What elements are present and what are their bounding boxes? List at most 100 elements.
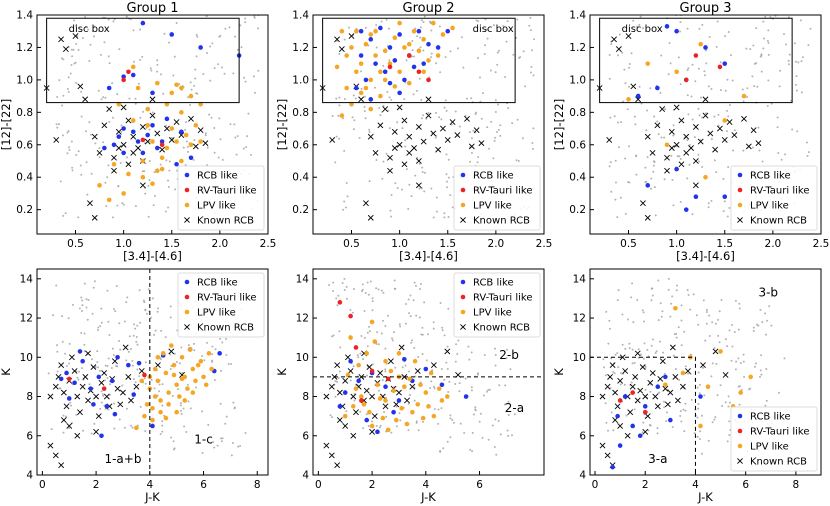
background-point xyxy=(690,95,693,98)
background-point xyxy=(628,181,631,184)
background-point xyxy=(707,439,710,442)
background-point xyxy=(186,145,189,148)
plot-area xyxy=(47,280,247,469)
background-point xyxy=(361,288,364,291)
background-point xyxy=(645,129,648,132)
background-point xyxy=(688,163,691,166)
background-point xyxy=(671,295,674,298)
background-point xyxy=(371,420,374,423)
known-rcb-point xyxy=(115,145,122,151)
background-point xyxy=(387,314,390,317)
lpv-like-point xyxy=(359,394,364,399)
lpv-like-point xyxy=(334,64,340,70)
known-rcb-point xyxy=(52,452,59,459)
background-point xyxy=(787,16,790,19)
background-point xyxy=(65,365,68,368)
background-point xyxy=(646,156,649,159)
known-rcb-point xyxy=(741,115,747,122)
background-point xyxy=(443,334,446,337)
background-point xyxy=(239,445,242,448)
background-point xyxy=(353,119,356,122)
background-point xyxy=(768,305,771,308)
background-point xyxy=(753,365,756,368)
background-point xyxy=(230,454,233,457)
background-point xyxy=(240,46,243,49)
lpv-like-point xyxy=(198,358,204,364)
background-point xyxy=(756,85,759,88)
background-point xyxy=(728,420,731,423)
background-point xyxy=(612,370,615,373)
known-rcb-point xyxy=(632,373,639,380)
background-point xyxy=(204,132,207,135)
background-point xyxy=(136,324,139,327)
background-point xyxy=(623,383,626,386)
rv-tauri-like-point xyxy=(140,137,146,143)
rcb-like-point xyxy=(635,93,641,99)
axes-frame xyxy=(589,14,822,235)
background-point xyxy=(621,343,624,346)
background-point xyxy=(368,131,371,134)
background-point xyxy=(650,187,653,190)
background-point xyxy=(446,180,449,183)
background-point xyxy=(194,68,197,71)
background-point xyxy=(489,69,492,72)
background-point xyxy=(165,159,168,162)
background-point xyxy=(449,417,452,420)
known-rcb-point xyxy=(154,130,161,137)
background-point xyxy=(753,85,756,88)
rcb-like-point xyxy=(150,123,155,128)
background-point xyxy=(659,91,662,94)
background-point xyxy=(705,49,708,52)
known-rcb-point xyxy=(406,133,413,140)
rcb-like-point xyxy=(354,85,359,91)
lpv-like-point xyxy=(406,80,412,86)
background-point xyxy=(470,389,473,392)
background-point xyxy=(382,160,385,163)
lpv-like-point xyxy=(152,366,158,372)
background-point xyxy=(117,185,120,188)
background-point xyxy=(56,370,59,373)
background-point xyxy=(492,157,495,160)
known-rcb-point xyxy=(674,397,681,404)
rcb-like-point xyxy=(155,145,160,151)
known-rcb-point xyxy=(712,146,719,153)
background-point xyxy=(68,342,71,345)
background-point xyxy=(77,150,80,153)
background-point xyxy=(529,16,532,19)
rcb-like-point xyxy=(102,145,107,151)
known-rcb-point xyxy=(72,33,79,40)
known-rcb-point xyxy=(464,115,470,122)
background-point xyxy=(230,363,233,366)
known-rcb-point xyxy=(353,409,359,416)
rcb-like-point xyxy=(397,32,402,37)
background-point xyxy=(733,129,736,132)
x-axis-label: J-K xyxy=(144,490,160,504)
background-point xyxy=(150,316,153,319)
background-point xyxy=(760,54,763,57)
rcb-like-point xyxy=(179,129,184,135)
known-rcb-point xyxy=(750,127,757,134)
rcb-like-point xyxy=(140,150,146,156)
background-point xyxy=(67,317,70,320)
background-point xyxy=(783,32,786,35)
background-point xyxy=(610,411,613,414)
legend-label: Known RCB xyxy=(750,216,807,227)
background-point xyxy=(345,285,348,288)
known-rcb-point xyxy=(468,143,475,150)
background-point xyxy=(106,377,109,380)
background-point xyxy=(764,333,767,336)
known-rcb-point xyxy=(401,161,408,168)
lpv-like-point xyxy=(373,28,378,34)
lpv-like-point xyxy=(135,85,141,91)
known-rcb-point xyxy=(634,350,641,357)
rv-tauri-like-point xyxy=(693,53,699,58)
background-point xyxy=(99,53,102,56)
rcb-like-point xyxy=(356,378,361,384)
background-point xyxy=(672,204,675,207)
lpv-like-point xyxy=(130,64,136,70)
lpv-like-point xyxy=(445,394,450,399)
background-point xyxy=(620,372,623,375)
background-point xyxy=(364,117,367,120)
background-point xyxy=(400,188,403,191)
